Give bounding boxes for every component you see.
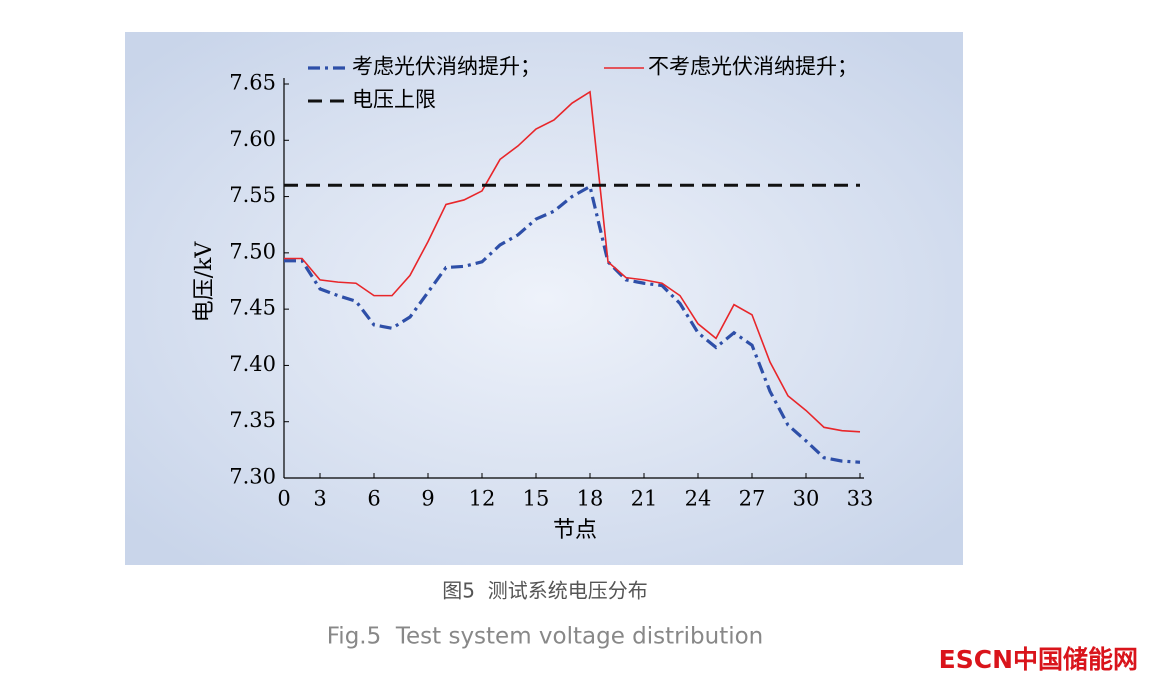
series-line [284, 90, 861, 433]
x-tick-label: 15 [523, 487, 550, 511]
y-tick-label: 7.65 [229, 71, 276, 95]
caption-en: Fig.5 Test system voltage distribution [327, 624, 764, 650]
x-tick-label: 27 [739, 487, 766, 511]
x-tick-label: 18 [577, 487, 604, 511]
x-tick-label: 3 [313, 487, 326, 511]
legend-label: 电压上限 [352, 88, 436, 112]
x-tick-label: 6 [367, 487, 380, 511]
legend-label: 不考虑光伏消纳提升； [648, 55, 858, 79]
x-axis-label: 节点 [553, 518, 597, 543]
y-tick-label: 7.35 [229, 408, 276, 432]
y-tick-label: 7.30 [229, 465, 276, 489]
y-tick-label: 7.45 [229, 296, 276, 320]
y-axis-label: 电压/kV [192, 241, 217, 323]
y-tick-label: 7.40 [229, 352, 276, 376]
caption-cn: 图5 测试系统电压分布 [442, 579, 647, 603]
y-tick-label: 7.50 [229, 239, 276, 263]
x-tick-label: 21 [631, 487, 658, 511]
watermark: ESCN中国储能网 [939, 645, 1138, 674]
x-tick-label: 12 [469, 487, 496, 511]
y-tick-label: 7.60 [229, 127, 276, 151]
series-line [284, 184, 861, 464]
x-tick-label: 33 [847, 487, 874, 511]
legend-label: 考虑光伏消纳提升； [352, 55, 541, 79]
x-tick-label: 9 [421, 487, 434, 511]
x-tick-label: 24 [685, 487, 712, 511]
x-tick-label: 30 [793, 487, 820, 511]
x-tick-label: 0 [277, 487, 290, 511]
y-tick-label: 7.55 [229, 183, 276, 207]
chart-background [125, 32, 963, 565]
